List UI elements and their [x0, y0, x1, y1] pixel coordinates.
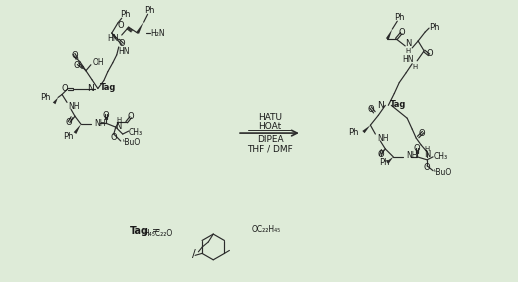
Text: H₄₅C₂₂O: H₄₅C₂₂O: [143, 229, 172, 237]
Text: =: =: [151, 226, 160, 236]
Text: O: O: [419, 129, 425, 138]
Text: OH: OH: [93, 58, 105, 67]
Text: NH: NH: [377, 134, 389, 142]
Text: ᵗBuO: ᵗBuO: [434, 168, 452, 177]
Text: O: O: [74, 61, 80, 70]
Text: N: N: [405, 39, 411, 49]
Polygon shape: [136, 22, 143, 34]
Text: O: O: [66, 118, 73, 127]
Text: THF / DMF: THF / DMF: [247, 144, 293, 153]
Text: HATU: HATU: [258, 113, 282, 122]
Text: Ph: Ph: [348, 127, 358, 136]
Text: O: O: [414, 144, 421, 153]
Text: Tag: Tag: [130, 226, 149, 236]
Text: Ph: Ph: [145, 6, 155, 15]
Polygon shape: [386, 157, 393, 164]
Text: HN: HN: [118, 47, 130, 56]
Text: Ph: Ph: [39, 93, 50, 102]
Text: H: H: [424, 146, 430, 152]
Text: N: N: [424, 150, 430, 159]
Text: O: O: [377, 150, 384, 159]
Text: Ph: Ph: [429, 23, 440, 32]
Text: N: N: [378, 101, 384, 110]
Text: O: O: [399, 28, 406, 37]
Text: O: O: [71, 51, 78, 60]
Text: O: O: [110, 133, 117, 142]
Text: DIPEA: DIPEA: [256, 135, 283, 144]
Text: Ph: Ph: [394, 13, 405, 22]
Text: HOAt: HOAt: [258, 122, 282, 131]
Text: NH: NH: [94, 119, 105, 128]
Text: H: H: [412, 64, 418, 70]
Text: HN: HN: [107, 34, 119, 43]
Text: Ph: Ph: [63, 131, 73, 140]
Text: O: O: [62, 84, 68, 93]
Text: CH₃: CH₃: [434, 152, 448, 161]
Text: Tag: Tag: [100, 83, 116, 92]
Text: O: O: [427, 49, 434, 58]
Text: O: O: [119, 39, 125, 49]
Text: CH₃: CH₃: [128, 127, 143, 136]
Text: HN: HN: [402, 55, 414, 64]
Text: N: N: [87, 84, 94, 93]
Text: NH: NH: [68, 102, 80, 111]
Text: Tag: Tag: [390, 100, 407, 109]
Text: N: N: [116, 122, 122, 131]
Polygon shape: [362, 125, 370, 133]
Text: Ph: Ph: [121, 10, 131, 19]
Text: /: /: [193, 249, 196, 259]
Text: O: O: [103, 111, 109, 120]
Text: O: O: [127, 112, 134, 121]
Polygon shape: [386, 29, 392, 40]
Text: Ph: Ph: [379, 158, 390, 167]
Text: O: O: [118, 21, 124, 30]
Text: O: O: [424, 163, 430, 172]
Text: H: H: [406, 48, 411, 54]
Polygon shape: [53, 98, 58, 104]
Text: H₂N: H₂N: [151, 28, 165, 38]
Text: ᵗBuO: ᵗBuO: [123, 138, 141, 147]
Text: O: O: [367, 105, 373, 114]
Text: H: H: [116, 117, 121, 123]
Text: OC₂₂H₄₅: OC₂₂H₄₅: [252, 225, 281, 233]
Polygon shape: [74, 124, 81, 134]
Text: NH: NH: [406, 151, 418, 160]
